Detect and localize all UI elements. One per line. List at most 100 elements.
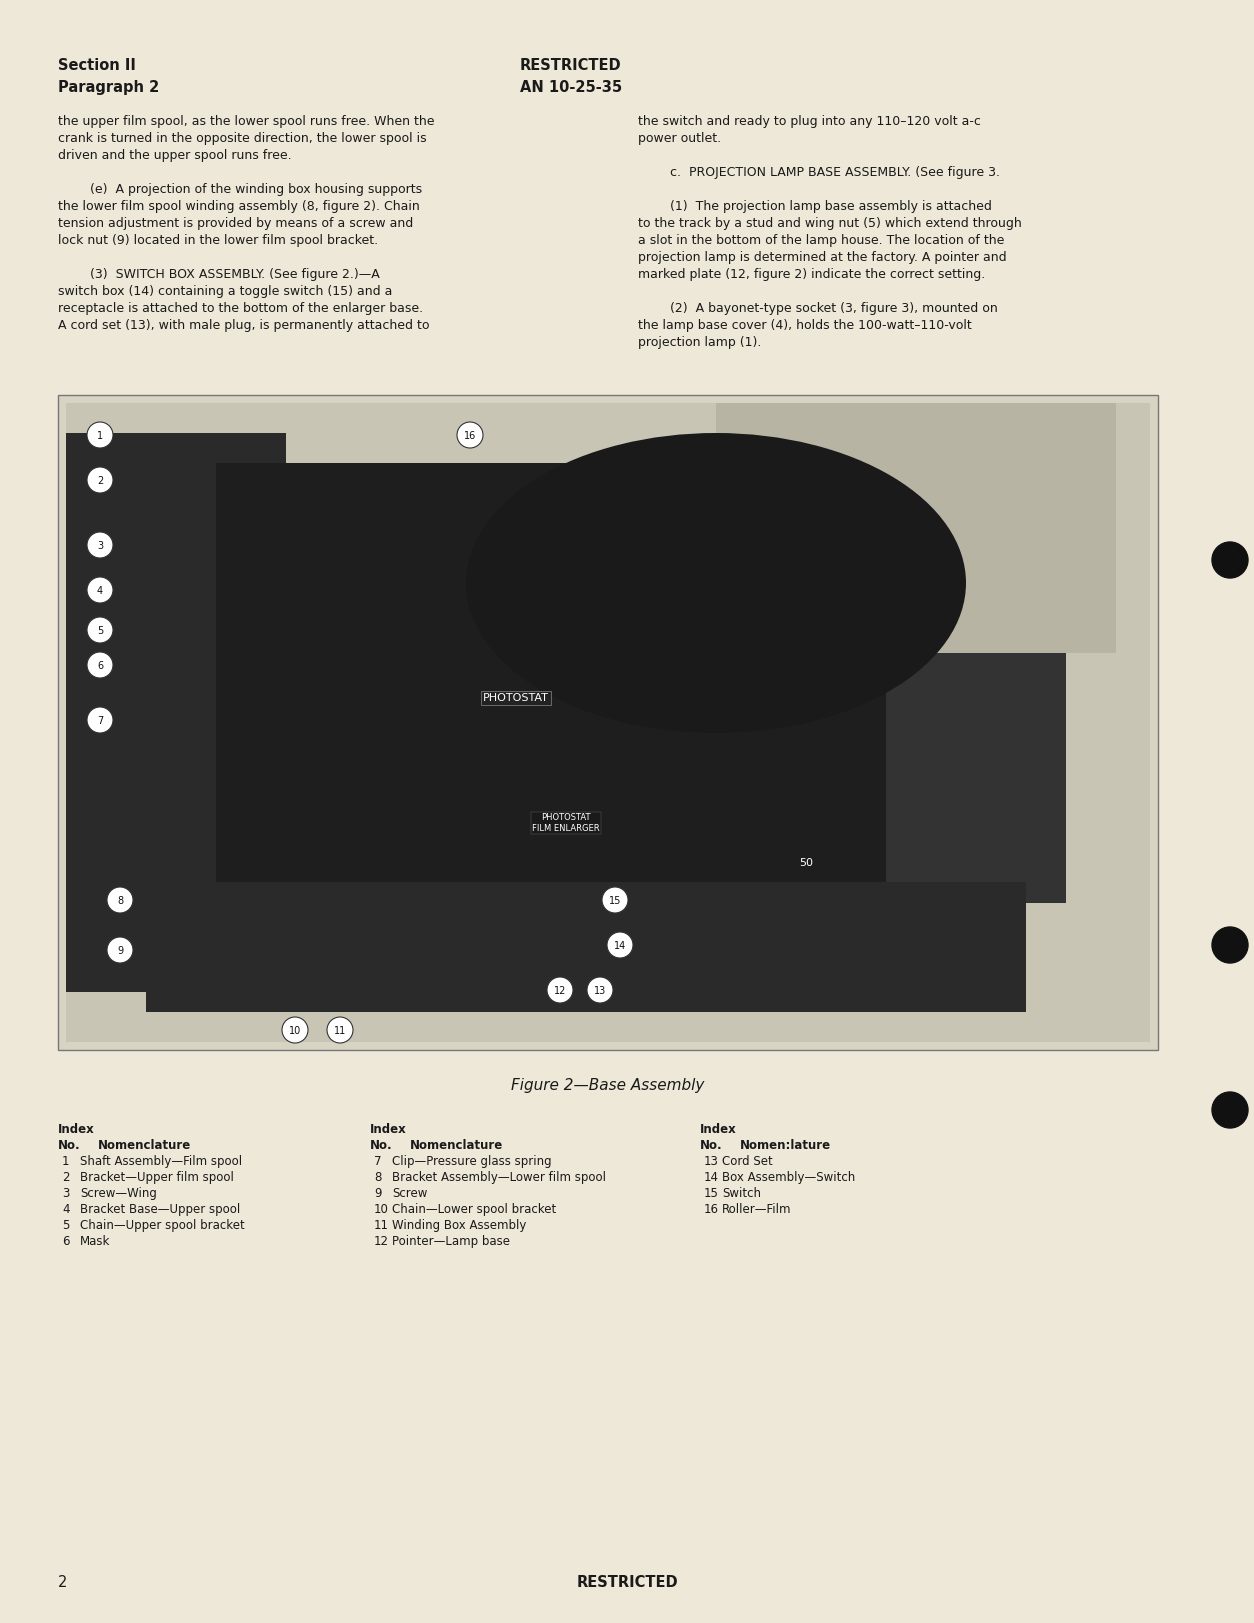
Text: 12: 12 [374, 1235, 389, 1248]
Text: 15: 15 [703, 1186, 719, 1199]
Circle shape [1213, 927, 1248, 962]
Text: 10: 10 [374, 1203, 389, 1216]
Text: Winding Box Assembly: Winding Box Assembly [393, 1219, 527, 1232]
Circle shape [1213, 542, 1248, 578]
Text: tension adjustment is provided by means of a screw and: tension adjustment is provided by means … [58, 217, 414, 230]
Circle shape [87, 617, 113, 643]
Text: 5: 5 [61, 1219, 69, 1232]
Text: Screw: Screw [393, 1186, 428, 1199]
Text: 3: 3 [97, 540, 103, 550]
Circle shape [87, 422, 113, 448]
Text: Mask: Mask [80, 1235, 110, 1248]
Text: 13: 13 [703, 1156, 719, 1169]
Text: 4: 4 [61, 1203, 69, 1216]
Text: Switch: Switch [722, 1186, 761, 1199]
Text: 5: 5 [97, 626, 103, 636]
Text: the lamp base cover (4), holds the 100-watt–110-volt: the lamp base cover (4), holds the 100-w… [638, 320, 972, 333]
Text: RESTRICTED: RESTRICTED [520, 58, 622, 73]
Text: Pointer—Lamp base: Pointer—Lamp base [393, 1235, 510, 1248]
Text: a slot in the bottom of the lamp house. The location of the: a slot in the bottom of the lamp house. … [638, 234, 1004, 247]
Text: receptacle is attached to the bottom of the enlarger base.: receptacle is attached to the bottom of … [58, 302, 423, 315]
Bar [887, 604, 1066, 902]
Circle shape [547, 977, 573, 1003]
Text: 1: 1 [61, 1156, 69, 1169]
Text: (2)  A bayonet-type socket (3, figure 3), mounted on: (2) A bayonet-type socket (3, figure 3),… [638, 302, 998, 315]
Text: 16: 16 [464, 432, 477, 441]
Text: Box Assembly—Switch: Box Assembly—Switch [722, 1172, 855, 1185]
Text: No.: No. [370, 1139, 393, 1152]
Text: 14: 14 [703, 1172, 719, 1185]
Text: Chain—Upper spool bracket: Chain—Upper spool bracket [80, 1219, 245, 1232]
Text: 11: 11 [374, 1219, 389, 1232]
Text: 2: 2 [61, 1172, 69, 1185]
Circle shape [107, 888, 133, 914]
Text: PHOTOSTAT: PHOTOSTAT [483, 693, 549, 703]
Text: 16: 16 [703, 1203, 719, 1216]
Text: Clip—Pressure glass spring: Clip—Pressure glass spring [393, 1156, 552, 1169]
Text: 50: 50 [799, 859, 813, 868]
Text: Nomenclature: Nomenclature [410, 1139, 503, 1152]
Bar [66, 403, 1150, 1042]
Text: c.  PROJECTION LAMP BASE ASSEMBLY. (See figure 3.: c. PROJECTION LAMP BASE ASSEMBLY. (See f… [638, 166, 999, 179]
Text: 6: 6 [61, 1235, 69, 1248]
Text: No.: No. [700, 1139, 722, 1152]
Text: 2: 2 [97, 476, 103, 485]
Text: 15: 15 [608, 896, 621, 906]
Text: 14: 14 [614, 941, 626, 951]
Bar [58, 394, 1157, 1050]
Text: 11: 11 [334, 1026, 346, 1035]
Text: 6: 6 [97, 661, 103, 670]
Text: Index: Index [700, 1123, 737, 1136]
Circle shape [87, 467, 113, 493]
Text: RESTRICTED: RESTRICTED [576, 1574, 678, 1591]
Text: the upper film spool, as the lower spool runs free. When the: the upper film spool, as the lower spool… [58, 115, 434, 128]
Bar [145, 881, 1026, 1013]
Ellipse shape [466, 433, 966, 734]
Bar [716, 403, 1116, 652]
Text: the switch and ready to plug into any 110–120 volt a-c: the switch and ready to plug into any 11… [638, 115, 981, 128]
Circle shape [602, 888, 628, 914]
Text: 1: 1 [97, 432, 103, 441]
Circle shape [1213, 1092, 1248, 1128]
Text: 8: 8 [374, 1172, 381, 1185]
Text: 4: 4 [97, 586, 103, 596]
Circle shape [327, 1018, 352, 1044]
Circle shape [87, 532, 113, 558]
Text: Nomenclature: Nomenclature [98, 1139, 192, 1152]
Bar [216, 463, 915, 922]
Text: Figure 2—Base Assembly: Figure 2—Base Assembly [512, 1078, 705, 1092]
Text: 9: 9 [374, 1186, 381, 1199]
Text: Chain—Lower spool bracket: Chain—Lower spool bracket [393, 1203, 557, 1216]
Circle shape [282, 1018, 308, 1044]
Bar [66, 433, 286, 992]
Text: Shaft Assembly—Film spool: Shaft Assembly—Film spool [80, 1156, 242, 1169]
Text: Index: Index [58, 1123, 95, 1136]
Circle shape [87, 652, 113, 678]
Text: power outlet.: power outlet. [638, 131, 721, 144]
Text: 13: 13 [594, 987, 606, 997]
Text: (1)  The projection lamp base assembly is attached: (1) The projection lamp base assembly is… [638, 200, 992, 213]
Text: 9: 9 [117, 946, 123, 956]
Text: 12: 12 [554, 987, 567, 997]
Circle shape [107, 936, 133, 962]
Circle shape [87, 578, 113, 604]
Text: 7: 7 [97, 716, 103, 725]
Text: Bracket Base—Upper spool: Bracket Base—Upper spool [80, 1203, 241, 1216]
Text: Index: Index [370, 1123, 406, 1136]
Text: Bracket Assembly—Lower film spool: Bracket Assembly—Lower film spool [393, 1172, 606, 1185]
Circle shape [456, 422, 483, 448]
Text: to the track by a stud and wing nut (5) which extend through: to the track by a stud and wing nut (5) … [638, 217, 1022, 230]
Text: driven and the upper spool runs free.: driven and the upper spool runs free. [58, 149, 292, 162]
Text: projection lamp (1).: projection lamp (1). [638, 336, 761, 349]
Text: Roller—Film: Roller—Film [722, 1203, 791, 1216]
Text: Nomen:lature: Nomen:lature [740, 1139, 831, 1152]
Text: Section II: Section II [58, 58, 135, 73]
Circle shape [87, 708, 113, 734]
Circle shape [587, 977, 613, 1003]
Text: lock nut (9) located in the lower film spool bracket.: lock nut (9) located in the lower film s… [58, 234, 379, 247]
Text: 3: 3 [61, 1186, 69, 1199]
Circle shape [607, 932, 633, 958]
Text: marked plate (12, figure 2) indicate the correct setting.: marked plate (12, figure 2) indicate the… [638, 268, 986, 281]
Text: 7: 7 [374, 1156, 381, 1169]
Text: AN 10-25-35: AN 10-25-35 [520, 80, 622, 96]
